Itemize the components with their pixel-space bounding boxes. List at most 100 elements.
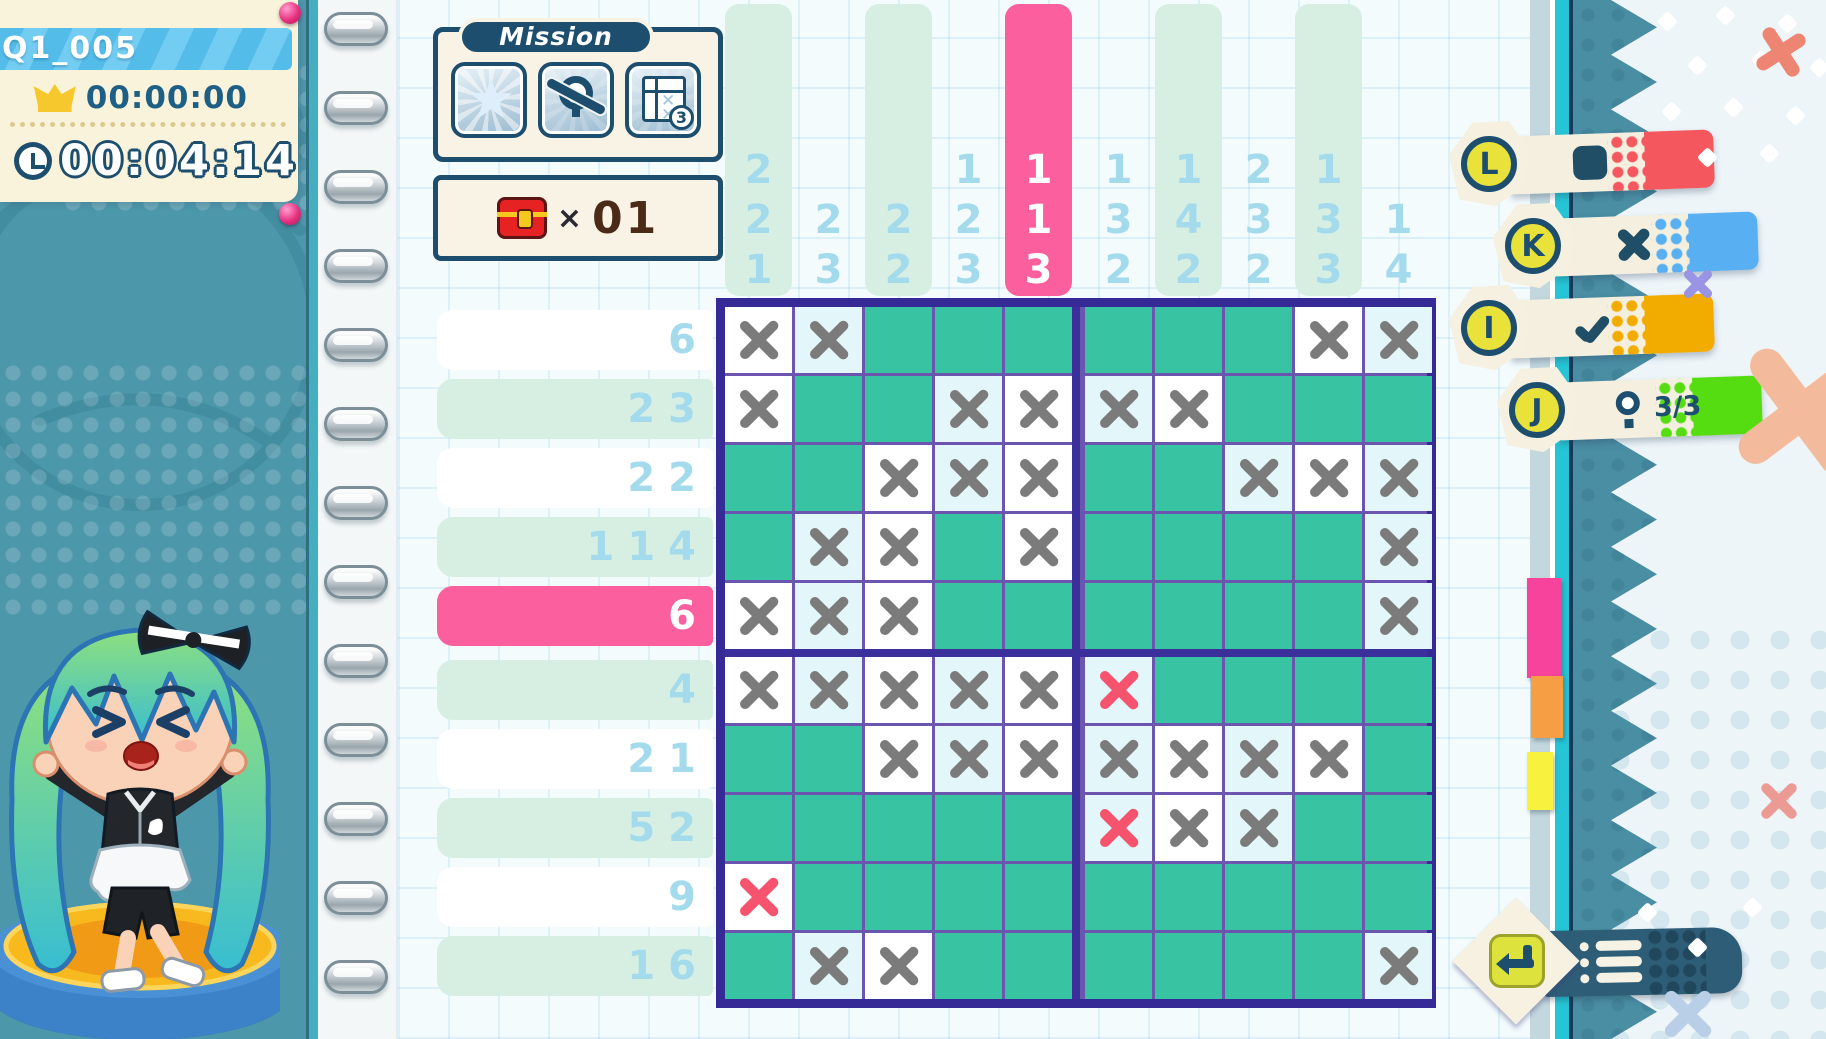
- board-cell-r7c1[interactable]: [725, 726, 792, 792]
- board-cell-r5c7[interactable]: [1155, 583, 1222, 649]
- board-cell-r7c3[interactable]: [865, 726, 932, 792]
- board-cell-r1c10[interactable]: [1365, 307, 1432, 373]
- board-cell-r4c7[interactable]: [1155, 514, 1222, 580]
- board-cell-r3c5[interactable]: [1005, 445, 1072, 511]
- board-cell-r1c8[interactable]: [1225, 307, 1292, 373]
- board-cell-r5c4[interactable]: [935, 583, 1002, 649]
- board-cell-r1c1[interactable]: [725, 307, 792, 373]
- board-cell-r8c8[interactable]: [1225, 795, 1292, 861]
- board-cell-r2c3[interactable]: [865, 376, 932, 442]
- board-cell-r10c7[interactable]: [1155, 933, 1222, 999]
- board-cell-r5c10[interactable]: [1365, 583, 1432, 649]
- board-cell-r4c8[interactable]: [1225, 514, 1292, 580]
- board-cell-r3c7[interactable]: [1155, 445, 1222, 511]
- board-cell-r5c2[interactable]: [795, 583, 862, 649]
- board-cell-r9c2[interactable]: [795, 864, 862, 930]
- board-cell-r3c6[interactable]: [1085, 445, 1152, 511]
- board-cell-r6c3[interactable]: [865, 657, 932, 723]
- board-cell-r9c4[interactable]: [935, 864, 1002, 930]
- board-cell-r7c2[interactable]: [795, 726, 862, 792]
- board-cell-r6c6[interactable]: [1085, 657, 1152, 723]
- board-cell-r8c1[interactable]: [725, 795, 792, 861]
- board-cell-r8c7[interactable]: [1155, 795, 1222, 861]
- shortcut-K-button[interactable]: K: [1492, 203, 1812, 289]
- board-cell-r2c1[interactable]: [725, 376, 792, 442]
- board-cell-r3c3[interactable]: [865, 445, 932, 511]
- board-cell-r4c10[interactable]: [1365, 514, 1432, 580]
- board-cell-r5c8[interactable]: [1225, 583, 1292, 649]
- board-cell-r5c1[interactable]: [725, 583, 792, 649]
- board-cell-r1c4[interactable]: [935, 307, 1002, 373]
- board-cell-r10c2[interactable]: [795, 933, 862, 999]
- board-cell-r9c3[interactable]: [865, 864, 932, 930]
- board-cell-r2c5[interactable]: [1005, 376, 1072, 442]
- board-cell-r1c3[interactable]: [865, 307, 932, 373]
- board-cell-r4c6[interactable]: [1085, 514, 1152, 580]
- board-cell-r9c1[interactable]: [725, 864, 792, 930]
- board-cell-r3c8[interactable]: [1225, 445, 1292, 511]
- board-cell-r7c9[interactable]: [1295, 726, 1362, 792]
- board-cell-r10c8[interactable]: [1225, 933, 1292, 999]
- board-cell-r9c9[interactable]: [1295, 864, 1362, 930]
- board-cell-r6c10[interactable]: [1365, 657, 1432, 723]
- shortcut-L-button[interactable]: L: [1448, 121, 1768, 207]
- board-cell-r6c1[interactable]: [725, 657, 792, 723]
- board-cell-r9c8[interactable]: [1225, 864, 1292, 930]
- board-cell-r9c6[interactable]: [1085, 864, 1152, 930]
- board-cell-r4c3[interactable]: [865, 514, 932, 580]
- board-cell-r8c3[interactable]: [865, 795, 932, 861]
- board-cell-r8c2[interactable]: [795, 795, 862, 861]
- board-cell-r9c5[interactable]: [1005, 864, 1072, 930]
- board-cell-r7c10[interactable]: [1365, 726, 1432, 792]
- board-cell-r2c9[interactable]: [1295, 376, 1362, 442]
- board-cell-r3c9[interactable]: [1295, 445, 1362, 511]
- board-cell-r10c5[interactable]: [1005, 933, 1072, 999]
- board-cell-r1c6[interactable]: [1085, 307, 1152, 373]
- board-cell-r2c2[interactable]: [795, 376, 862, 442]
- board-cell-r8c10[interactable]: [1365, 795, 1432, 861]
- board-cell-r5c6[interactable]: [1085, 583, 1152, 649]
- board-cell-r1c5[interactable]: [1005, 307, 1072, 373]
- board-cell-r10c10[interactable]: [1365, 933, 1432, 999]
- board-cell-r6c5[interactable]: [1005, 657, 1072, 723]
- board-cell-r2c8[interactable]: [1225, 376, 1292, 442]
- board-cell-r1c2[interactable]: [795, 307, 862, 373]
- board-cell-r6c2[interactable]: [795, 657, 862, 723]
- board-cell-r10c4[interactable]: [935, 933, 1002, 999]
- board-cell-r8c4[interactable]: [935, 795, 1002, 861]
- board-cell-r7c4[interactable]: [935, 726, 1002, 792]
- board-cell-r5c5[interactable]: [1005, 583, 1072, 649]
- board-cell-r3c4[interactable]: [935, 445, 1002, 511]
- board-cell-r5c3[interactable]: [865, 583, 932, 649]
- board-cell-r3c2[interactable]: [795, 445, 862, 511]
- board-cell-r6c9[interactable]: [1295, 657, 1362, 723]
- board-cell-r10c1[interactable]: [725, 933, 792, 999]
- board-cell-r7c8[interactable]: [1225, 726, 1292, 792]
- board-cell-r2c6[interactable]: [1085, 376, 1152, 442]
- board-cell-r2c7[interactable]: [1155, 376, 1222, 442]
- board-cell-r7c7[interactable]: [1155, 726, 1222, 792]
- board-cell-r7c5[interactable]: [1005, 726, 1072, 792]
- shortcut-I-button[interactable]: I: [1448, 285, 1768, 371]
- board-cell-r8c9[interactable]: [1295, 795, 1362, 861]
- board-cell-r6c8[interactable]: [1225, 657, 1292, 723]
- board-cell-r3c10[interactable]: [1365, 445, 1432, 511]
- board-cell-r1c7[interactable]: [1155, 307, 1222, 373]
- board-cell-r10c3[interactable]: [865, 933, 932, 999]
- shortcut-J-button[interactable]: 3/3 J: [1496, 367, 1816, 453]
- board-cell-r8c6[interactable]: [1085, 795, 1152, 861]
- board-cell-r10c6[interactable]: [1085, 933, 1152, 999]
- board-cell-r7c6[interactable]: [1085, 726, 1152, 792]
- board-cell-r8c5[interactable]: [1005, 795, 1072, 861]
- board-cell-r4c9[interactable]: [1295, 514, 1362, 580]
- board-cell-r4c5[interactable]: [1005, 514, 1072, 580]
- board-cell-r6c4[interactable]: [935, 657, 1002, 723]
- board-cell-r1c9[interactable]: [1295, 307, 1362, 373]
- board-cell-r2c4[interactable]: [935, 376, 1002, 442]
- board-cell-r4c4[interactable]: [935, 514, 1002, 580]
- board-cell-r10c9[interactable]: [1295, 933, 1362, 999]
- board-cell-r6c7[interactable]: [1155, 657, 1222, 723]
- board-cell-r4c1[interactable]: [725, 514, 792, 580]
- board-cell-r5c9[interactable]: [1295, 583, 1362, 649]
- board-cell-r2c10[interactable]: [1365, 376, 1432, 442]
